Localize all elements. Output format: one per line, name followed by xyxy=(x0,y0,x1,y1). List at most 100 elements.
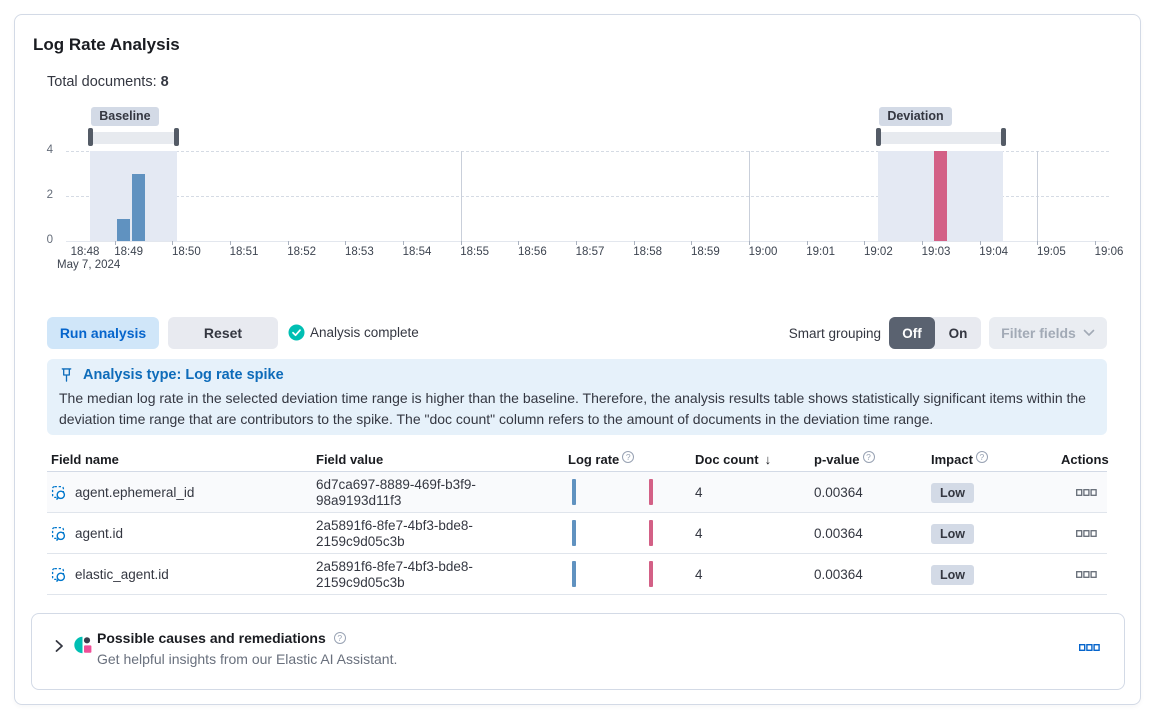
x-axis-tick xyxy=(864,241,866,245)
analysis-status-text: Analysis complete xyxy=(310,325,419,340)
baseline-bar xyxy=(117,218,131,241)
table-row: elastic_agent.id 2a5891f6-8fe7-4bf3-bde8… xyxy=(47,554,1107,595)
impact-cell: Low xyxy=(927,482,1057,503)
x-axis-label: 18:59 xyxy=(690,246,720,258)
impact-badge: Low xyxy=(931,482,974,503)
baseline-brush-handle-left[interactable] xyxy=(87,128,93,146)
total-documents-value: 8 xyxy=(160,74,169,90)
analysis-toolbar: Run analysis Reset Analysis complete Sma… xyxy=(47,317,1107,349)
log-rate-mini-chart xyxy=(564,513,691,554)
field-value-text: 2a5891f6-8fe7-4bf3-bde8-2159c9d05c3b xyxy=(316,558,473,590)
column-header-field-name: Field name xyxy=(51,452,119,467)
x-axis-tick xyxy=(460,241,462,245)
row-actions-button[interactable] xyxy=(1076,488,1097,497)
table-header-row: Field name Field value Log rate? Doc cou… xyxy=(47,448,1109,472)
baseline-badge: Baseline xyxy=(91,107,159,126)
baseline-brush-handle-right[interactable] xyxy=(174,128,180,146)
mini-deviation-bar xyxy=(649,561,653,587)
field-filter-token-icon xyxy=(51,567,66,582)
smart-grouping-toggle: Off On xyxy=(889,317,981,349)
x-axis-label: 18:56 xyxy=(517,246,547,258)
x-axis-label: 19:06 xyxy=(1094,246,1124,258)
x-axis-tick xyxy=(1037,241,1039,245)
y-gridline xyxy=(66,151,1109,152)
y-axis-label: 0 xyxy=(46,234,53,246)
doc-count-value: 4 xyxy=(695,485,703,500)
field-name-text: agent.ephemeral_id xyxy=(75,485,195,500)
field-value-text: 2a5891f6-8fe7-4bf3-bde8-2159c9d05c3b xyxy=(316,517,473,549)
sort-descending-icon: ↓ xyxy=(764,452,772,467)
x-axis-label: 19:02 xyxy=(863,246,893,258)
boxes-horizontal-icon xyxy=(1079,644,1100,651)
filter-fields-label: Filter fields xyxy=(1001,325,1076,341)
field-filter-token-icon xyxy=(51,526,66,541)
column-header-log-rate: Log rate? xyxy=(564,451,691,467)
accordion-subtitle: Get helpful insights from our Elastic AI… xyxy=(97,651,398,667)
x-axis-label: 18:50 xyxy=(171,246,201,258)
mini-deviation-bar xyxy=(649,520,653,546)
p-value-help-icon[interactable]: ? xyxy=(862,451,875,463)
reset-button[interactable]: Reset xyxy=(168,317,278,349)
accordion-help-icon[interactable]: ? xyxy=(333,631,346,644)
x-axis-label: 18:48 xyxy=(70,246,100,258)
total-documents-label: Total documents: xyxy=(47,74,157,90)
mini-baseline-bar xyxy=(572,520,576,546)
x-axis-tick xyxy=(806,241,808,245)
deviation-brush[interactable] xyxy=(878,132,1004,144)
row-actions-button[interactable] xyxy=(1076,570,1097,579)
row-actions-button[interactable] xyxy=(1076,529,1097,538)
accordion-chevron-right-icon[interactable] xyxy=(52,638,66,657)
smart-grouping-label: Smart grouping xyxy=(788,325,881,341)
accordion-title[interactable]: Possible causes and remediations xyxy=(97,630,326,646)
x-axis-tick xyxy=(287,241,289,245)
x-axis-date-label: May 7, 2024 xyxy=(57,259,121,271)
x-axis-label: 19:04 xyxy=(979,246,1009,258)
p-value-value: 0.00364 xyxy=(814,526,863,541)
x-axis-tick xyxy=(922,241,923,245)
x-axis-tick xyxy=(114,241,116,245)
deviation-brush-handle-right[interactable] xyxy=(1000,128,1006,146)
x-axis-label: 18:53 xyxy=(344,246,374,258)
table-row: agent.ephemeral_id 6d7ca697-8889-469f-b3… xyxy=(47,472,1107,513)
column-header-field-value: Field value xyxy=(316,452,384,467)
smart-grouping-on-button[interactable]: On xyxy=(935,317,981,349)
x-axis-tick xyxy=(633,241,635,245)
x-axis-label: 18:58 xyxy=(633,246,663,258)
impact-badge: Low xyxy=(931,523,974,544)
x-axis-label: 18:54 xyxy=(402,246,432,258)
table-body: agent.ephemeral_id 6d7ca697-8889-469f-b3… xyxy=(47,472,1107,595)
deviation-brush-handle-left[interactable] xyxy=(875,128,881,146)
log-rate-chart: May 7, 2024 0 2 4 Baseline Deviation 18:48 18:… xyxy=(15,15,1140,285)
doc-count-value: 4 xyxy=(695,567,703,582)
deviation-badge: Deviation xyxy=(879,107,952,126)
y-axis-label: 2 xyxy=(46,189,53,201)
accordion-actions-menu-button[interactable] xyxy=(1079,644,1100,652)
x-axis-label: 18:52 xyxy=(287,246,317,258)
smart-grouping-off-button[interactable]: Off xyxy=(889,317,935,349)
column-header-impact: Impact? xyxy=(927,451,1057,467)
check-in-circle-icon xyxy=(288,324,305,341)
log-rate-mini-chart xyxy=(564,472,691,513)
impact-help-icon[interactable]: ? xyxy=(975,451,988,463)
log-rate-help-icon[interactable]: ? xyxy=(622,451,635,463)
filter-fields-button[interactable]: Filter fields xyxy=(989,317,1107,349)
x-axis-label: 19:01 xyxy=(806,246,836,258)
x-axis-label: 18:49 xyxy=(114,246,144,258)
y-gridline xyxy=(66,241,1109,242)
run-analysis-button[interactable]: Run analysis xyxy=(47,317,159,349)
baseline-bar xyxy=(131,173,145,241)
log-rate-analysis-panel: Log Rate Analysis Total documents: 8 May… xyxy=(14,14,1141,705)
x-axis-label: 18:51 xyxy=(229,246,259,258)
deviation-bar xyxy=(934,151,948,241)
column-header-doc-count[interactable]: Doc count ↓ xyxy=(695,452,772,467)
analysis-type-callout: Analysis type: Log rate spike The median… xyxy=(47,359,1107,435)
x-axis-tick xyxy=(518,241,520,245)
baseline-brush[interactable] xyxy=(90,132,177,144)
mini-deviation-bar xyxy=(649,479,653,505)
x-axis-label: 18:57 xyxy=(575,246,605,258)
chevron-down-icon xyxy=(1083,329,1095,336)
y-axis-label: 4 xyxy=(46,144,53,156)
vertical-gridline xyxy=(1037,151,1039,241)
possible-causes-accordion: Possible causes and remediations ? Get h… xyxy=(31,613,1125,690)
total-documents: Total documents: 8 xyxy=(47,74,169,90)
